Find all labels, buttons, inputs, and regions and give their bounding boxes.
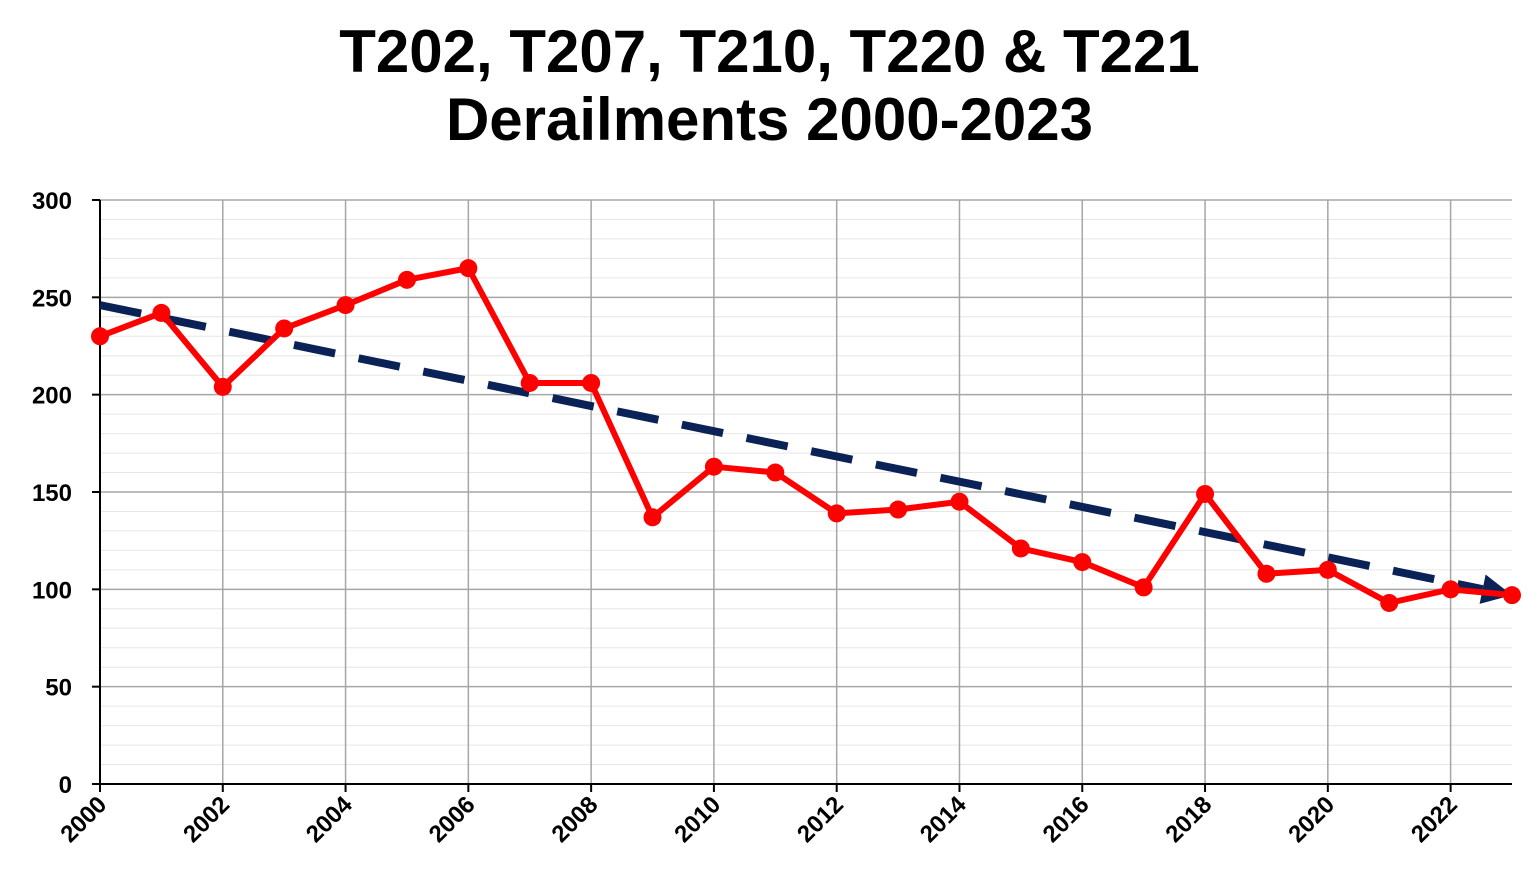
data-point <box>582 373 601 392</box>
x-tick-label: 2016 <box>1038 791 1095 848</box>
data-point <box>397 270 416 289</box>
data-point <box>520 373 539 392</box>
data-point <box>950 492 969 511</box>
chart-title-line-1: T202, T207, T210, T220 & T221 <box>339 18 1200 85</box>
data-point <box>1011 539 1030 558</box>
y-tick-label: 200 <box>32 383 72 410</box>
data-point <box>766 463 785 482</box>
y-tick-label: 150 <box>32 480 72 507</box>
data-point <box>91 327 109 346</box>
data-point <box>1196 484 1215 503</box>
data-point <box>1257 564 1276 583</box>
data-point <box>1441 580 1460 599</box>
chart-title-line-2: Derailments 2000-2023 <box>445 86 1094 153</box>
data-point <box>1318 560 1337 579</box>
data-point <box>643 508 662 527</box>
data-point <box>704 457 723 476</box>
x-tick-label: 2004 <box>301 791 358 848</box>
y-tick-labels: 0 50 100 150 200 250 300 <box>32 188 72 799</box>
data-point <box>1503 586 1521 605</box>
data-point <box>152 303 171 322</box>
series-derailments <box>91 259 1521 612</box>
data-point <box>459 259 478 278</box>
data-point <box>827 504 846 523</box>
y-tick-label: 100 <box>32 577 72 604</box>
x-tick-label: 2008 <box>547 791 604 848</box>
y-tick-label: 50 <box>45 675 72 702</box>
trendline <box>99 301 1512 604</box>
data-point <box>336 296 355 315</box>
x-tick-label: 2002 <box>178 791 235 848</box>
data-point <box>889 500 908 519</box>
x-tick-label: 2006 <box>424 791 481 848</box>
x-tick-label: 2020 <box>1283 791 1340 848</box>
x-tick-label: 2022 <box>1406 791 1463 848</box>
x-tick-label: 2014 <box>915 791 972 848</box>
minor-gridlines <box>100 218 1512 766</box>
data-point <box>1134 578 1153 597</box>
x-tick-label: 2018 <box>1160 791 1217 848</box>
x-tick-label: 2000 <box>55 791 112 848</box>
y-tick-label: 0 <box>59 772 72 799</box>
data-point <box>1380 593 1399 612</box>
axes <box>92 199 1512 792</box>
chart-title: T202, T207, T210, T220 & T221 Derailment… <box>0 18 1539 154</box>
trendline-line <box>99 301 1484 594</box>
y-tick-label: 250 <box>32 285 72 312</box>
series-line <box>98 265 1513 606</box>
y-tick-label: 300 <box>32 188 72 215</box>
data-point <box>275 319 294 338</box>
x-tick-labels: 2000 2002 2004 2006 2008 2010 2012 2014 2016 2018… <box>55 791 1462 848</box>
data-point <box>213 377 232 396</box>
data-point <box>1073 553 1092 572</box>
x-tick-label: 2010 <box>669 791 726 848</box>
x-tick-label: 2012 <box>792 791 849 848</box>
